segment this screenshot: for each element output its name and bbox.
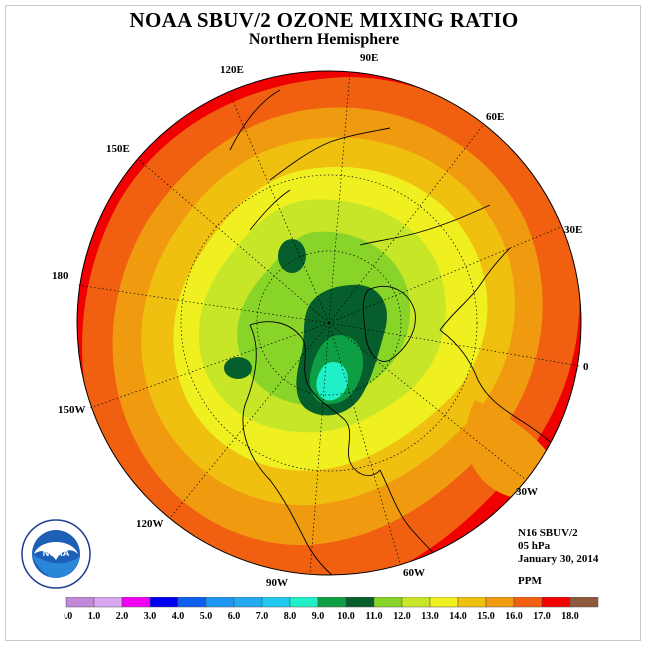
ozone-field [77,71,581,575]
lon-label-180: 180 [52,270,69,282]
colorbar-swatch [457,597,487,608]
lon-label-90w: 90W [266,577,288,589]
noaa-logo: NOAA [21,519,91,589]
colorbar-tick-label: 14.0 [449,611,467,622]
colorbar-tick-label: 15.0 [477,611,495,622]
colorbar-tick-label: 6.0 [228,611,241,622]
lon-label-30w: 30W [516,486,538,498]
units-label: PPM [518,575,542,587]
colorbar-swatch [233,597,263,608]
colorbar-swatch [149,597,179,608]
colorbar-swatch [429,597,459,608]
lon-label-60e: 60E [486,111,504,123]
meridians [77,71,581,575]
figure-frame [5,5,641,641]
map-subtitle: Northern Hemisphere [248,31,400,48]
lon-label-150w: 150W [58,404,86,416]
date-label: January 30, 2014 [518,553,599,565]
map-boundary [76,70,582,576]
colorbar-tick-label: 7.0 [256,611,269,622]
colorbar-swatches [65,597,599,608]
lon-label-90e: 90E [360,52,378,64]
noaa-logo-text: NOAA [43,548,70,558]
colorbar-swatch [513,597,543,608]
colorbar-tick-label: 16.0 [505,611,523,622]
colorbar-ticks: 0.0 1.0 2.0 3.0 4.0 5.0 6.0 7.0 8.0 9.0 10.0 11.0 12… [64,611,579,622]
lon-label-120e: 120E [220,64,244,76]
colorbar-tick-label: 4.0 [172,611,185,622]
colorbar-swatch [93,597,123,608]
colorbar-tick-label: 10.0 [337,611,355,622]
colorbar-swatch [541,597,571,608]
lon-label-60w: 60W [403,567,425,579]
colorbar-tick-label: 3.0 [144,611,157,622]
coastlines [229,89,571,575]
colorbar-swatch [261,597,291,608]
colorbar-swatch [65,597,95,608]
colorbar-tick-label: 9.0 [312,611,325,622]
lon-label-150e: 150E [106,143,130,155]
colorbar-swatch [205,597,235,608]
colorbar-tick-label: 0.0 [64,611,72,622]
colorbar-tick-label: 11.0 [366,611,383,622]
colorbar-swatch [485,597,515,608]
colorbar: 0.0 1.0 2.0 3.0 4.0 5.0 6.0 7.0 8.0 9.0 10.0 11.0 12… [64,597,599,622]
colorbar-swatch [569,597,599,608]
colorbar-tick-label: 1.0 [88,611,101,622]
colorbar-swatch [373,597,403,608]
lon-label-120w: 120W [136,518,164,530]
colorbar-swatch [177,597,207,608]
colorbar-swatch [345,597,375,608]
colorbar-swatch [317,597,347,608]
map-title: NOAA SBUV/2 OZONE MIXING RATIO [129,8,519,32]
colorbar-swatch [121,597,151,608]
colorbar-swatch [289,597,319,608]
colorbar-tick-label: 17.0 [533,611,551,622]
colorbar-swatch [401,597,431,608]
colorbar-tick-label: 8.0 [284,611,297,622]
lon-label-0: 0 [583,361,589,373]
colorbar-tick-label: 18.0 [561,611,579,622]
satellite-label: N16 SBUV/2 [518,527,578,539]
colorbar-tick-label: 2.0 [116,611,129,622]
longitude-labels: 90E 60E 30E 0 30W 60W 90W 120W 150W 180 … [52,52,589,589]
colorbar-tick-label: 12.0 [393,611,411,622]
lon-label-30e: 30E [564,224,582,236]
colorbar-tick-label: 5.0 [200,611,213,622]
pressure-label: 05 hPa [518,540,551,552]
latitude-circles [180,174,478,472]
colorbar-tick-label: 13.0 [421,611,439,622]
